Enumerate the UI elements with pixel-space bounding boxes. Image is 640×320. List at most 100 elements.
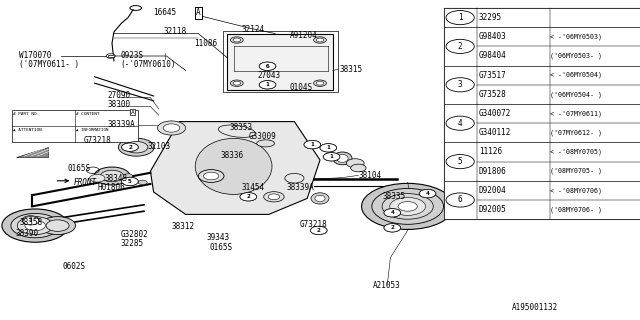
- Bar: [108, 55, 114, 57]
- Text: 0165S: 0165S: [67, 164, 90, 173]
- Circle shape: [198, 170, 224, 182]
- Text: G73218: G73218: [300, 220, 327, 229]
- Text: 31454: 31454: [242, 183, 265, 192]
- Circle shape: [384, 224, 401, 232]
- Text: 11126: 11126: [479, 148, 502, 156]
- Text: 38335: 38335: [383, 192, 406, 201]
- Circle shape: [285, 173, 304, 183]
- Text: 16645: 16645: [154, 8, 177, 17]
- Circle shape: [372, 188, 444, 224]
- Circle shape: [90, 174, 105, 182]
- Ellipse shape: [257, 140, 275, 147]
- Bar: [223, 31, 338, 92]
- Text: < -'06MY0503): < -'06MY0503): [550, 34, 602, 40]
- Text: 1: 1: [326, 145, 330, 150]
- FancyBboxPatch shape: [444, 8, 640, 219]
- Circle shape: [304, 140, 321, 149]
- Text: 27090: 27090: [108, 92, 131, 100]
- FancyBboxPatch shape: [444, 8, 640, 27]
- Circle shape: [316, 81, 324, 85]
- Circle shape: [446, 39, 474, 53]
- Text: # CONTENT: # CONTENT: [76, 112, 100, 116]
- Text: 4: 4: [426, 191, 429, 196]
- Ellipse shape: [337, 155, 348, 163]
- Circle shape: [100, 170, 124, 182]
- Text: 1: 1: [266, 82, 269, 87]
- Circle shape: [122, 143, 138, 151]
- FancyBboxPatch shape: [444, 142, 640, 181]
- Circle shape: [163, 124, 180, 132]
- Circle shape: [138, 180, 147, 185]
- Text: A21053: A21053: [373, 281, 401, 290]
- Text: 6: 6: [266, 64, 269, 69]
- Text: G32802: G32802: [120, 230, 148, 239]
- Ellipse shape: [333, 152, 352, 165]
- Text: 0923S: 0923S: [120, 51, 143, 60]
- Text: 1: 1: [330, 154, 333, 159]
- Circle shape: [259, 62, 276, 70]
- Text: FRONT: FRONT: [74, 178, 97, 187]
- Circle shape: [320, 144, 337, 152]
- Text: H01806: H01806: [97, 183, 125, 192]
- Circle shape: [320, 144, 337, 152]
- Circle shape: [446, 116, 474, 130]
- Text: 3: 3: [29, 217, 33, 222]
- Text: ('06MY0504- ): ('06MY0504- ): [550, 91, 602, 98]
- Text: A195001132: A195001132: [512, 303, 558, 312]
- Text: ('08MY0705- ): ('08MY0705- ): [550, 168, 602, 174]
- Circle shape: [362, 183, 454, 229]
- Circle shape: [446, 78, 474, 92]
- Circle shape: [2, 209, 68, 242]
- Text: 1: 1: [458, 13, 463, 22]
- Circle shape: [268, 194, 280, 200]
- Text: 3: 3: [458, 80, 463, 89]
- Circle shape: [17, 217, 53, 235]
- Text: 2: 2: [458, 42, 463, 51]
- Circle shape: [384, 209, 401, 217]
- Text: 6: 6: [458, 196, 463, 204]
- Text: 38339A: 38339A: [108, 120, 135, 129]
- Circle shape: [382, 194, 433, 219]
- Circle shape: [446, 11, 474, 25]
- Text: ('06MY0503- ): ('06MY0503- ): [550, 53, 602, 59]
- Circle shape: [122, 143, 138, 151]
- Text: 38339A: 38339A: [287, 183, 314, 192]
- Circle shape: [46, 220, 69, 231]
- Circle shape: [233, 38, 241, 42]
- Text: ▲ ATTENTION: ▲ ATTENTION: [13, 127, 42, 131]
- Text: 5: 5: [458, 157, 463, 166]
- Text: 32103: 32103: [147, 142, 170, 151]
- Text: 4: 4: [390, 210, 394, 215]
- Text: 0602S: 0602S: [63, 262, 86, 271]
- Text: 39343: 39343: [207, 233, 230, 242]
- Text: 32124: 32124: [242, 25, 265, 34]
- Text: 38390: 38390: [16, 229, 39, 238]
- Text: 32295: 32295: [479, 13, 502, 22]
- Circle shape: [94, 167, 130, 185]
- Circle shape: [419, 189, 436, 198]
- Circle shape: [259, 81, 276, 89]
- Text: G340072: G340072: [479, 109, 511, 118]
- Text: 4: 4: [426, 191, 429, 196]
- Circle shape: [233, 81, 241, 85]
- Text: # PART NO.: # PART NO.: [13, 112, 39, 116]
- Text: < -'08MY0705): < -'08MY0705): [550, 149, 602, 155]
- Text: 38300: 38300: [108, 100, 131, 109]
- Circle shape: [122, 177, 138, 186]
- Circle shape: [40, 217, 76, 235]
- Ellipse shape: [195, 138, 272, 194]
- Circle shape: [264, 192, 284, 202]
- Ellipse shape: [311, 193, 329, 204]
- Text: ▲ INFORMATION: ▲ INFORMATION: [76, 127, 109, 131]
- Text: A91204: A91204: [290, 31, 317, 40]
- Text: < -'06MY0504): < -'06MY0504): [550, 72, 602, 78]
- Circle shape: [304, 140, 321, 149]
- Circle shape: [446, 193, 474, 207]
- Text: 4: 4: [458, 119, 463, 128]
- Text: 38336: 38336: [221, 151, 244, 160]
- Text: 1: 1: [330, 154, 333, 159]
- Text: 11086: 11086: [194, 39, 217, 48]
- Circle shape: [25, 220, 45, 231]
- Circle shape: [384, 224, 401, 232]
- Text: 0104S: 0104S: [290, 84, 313, 92]
